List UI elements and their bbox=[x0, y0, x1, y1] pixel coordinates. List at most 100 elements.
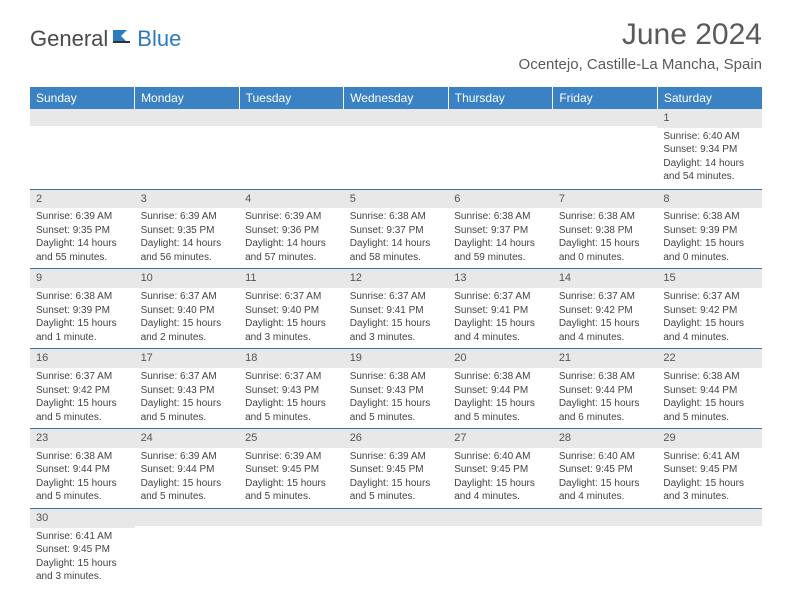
day-body: Sunrise: 6:38 AMSunset: 9:39 PMDaylight:… bbox=[30, 288, 135, 348]
sunset-text: Sunset: 9:42 PM bbox=[36, 384, 129, 398]
calendar-day-cell: 9Sunrise: 6:38 AMSunset: 9:39 PMDaylight… bbox=[30, 269, 135, 349]
day-body: Sunrise: 6:39 AMSunset: 9:45 PMDaylight:… bbox=[344, 448, 449, 508]
day-number: 19 bbox=[344, 349, 449, 368]
logo-text-general: General bbox=[30, 26, 108, 52]
daylight-text: Daylight: 14 hours and 58 minutes. bbox=[350, 237, 443, 264]
sunrise-text: Sunrise: 6:37 AM bbox=[245, 370, 338, 384]
sunset-text: Sunset: 9:41 PM bbox=[454, 304, 547, 318]
day-number bbox=[657, 509, 762, 526]
logo-text-blue: Blue bbox=[137, 26, 181, 52]
day-number: 23 bbox=[30, 429, 135, 448]
daylight-text: Daylight: 15 hours and 3 minutes. bbox=[350, 317, 443, 344]
day-number: 11 bbox=[239, 269, 344, 288]
calendar-day-cell: 13Sunrise: 6:37 AMSunset: 9:41 PMDayligh… bbox=[448, 269, 553, 349]
calendar-day-cell: 30Sunrise: 6:41 AMSunset: 9:45 PMDayligh… bbox=[30, 508, 135, 587]
daylight-text: Daylight: 15 hours and 4 minutes. bbox=[559, 317, 652, 344]
flag-icon bbox=[113, 28, 135, 49]
weekday-header: Tuesday bbox=[239, 87, 344, 109]
day-body: Sunrise: 6:39 AMSunset: 9:36 PMDaylight:… bbox=[239, 208, 344, 268]
calendar-day-cell: 5Sunrise: 6:38 AMSunset: 9:37 PMDaylight… bbox=[344, 189, 449, 269]
day-body: Sunrise: 6:38 AMSunset: 9:43 PMDaylight:… bbox=[344, 368, 449, 428]
calendar-day-cell: 21Sunrise: 6:38 AMSunset: 9:44 PMDayligh… bbox=[553, 349, 658, 429]
daylight-text: Daylight: 15 hours and 4 minutes. bbox=[559, 477, 652, 504]
calendar-day-cell: 24Sunrise: 6:39 AMSunset: 9:44 PMDayligh… bbox=[135, 429, 240, 509]
day-number: 4 bbox=[239, 190, 344, 209]
day-body: Sunrise: 6:38 AMSunset: 9:44 PMDaylight:… bbox=[657, 368, 762, 428]
sunset-text: Sunset: 9:45 PM bbox=[245, 463, 338, 477]
calendar-day-cell: 29Sunrise: 6:41 AMSunset: 9:45 PMDayligh… bbox=[657, 429, 762, 509]
sunrise-text: Sunrise: 6:37 AM bbox=[663, 290, 756, 304]
sunrise-text: Sunrise: 6:39 AM bbox=[245, 450, 338, 464]
sunset-text: Sunset: 9:40 PM bbox=[245, 304, 338, 318]
day-number bbox=[239, 109, 344, 126]
calendar-day-cell bbox=[553, 109, 658, 189]
calendar-day-cell bbox=[553, 508, 658, 587]
sunset-text: Sunset: 9:39 PM bbox=[36, 304, 129, 318]
sunset-text: Sunset: 9:39 PM bbox=[663, 224, 756, 238]
daylight-text: Daylight: 15 hours and 4 minutes. bbox=[663, 317, 756, 344]
calendar-day-cell: 20Sunrise: 6:38 AMSunset: 9:44 PMDayligh… bbox=[448, 349, 553, 429]
daylight-text: Daylight: 15 hours and 5 minutes. bbox=[36, 397, 129, 424]
sunset-text: Sunset: 9:45 PM bbox=[663, 463, 756, 477]
day-number bbox=[135, 509, 240, 526]
day-number bbox=[344, 109, 449, 126]
sunset-text: Sunset: 9:42 PM bbox=[663, 304, 756, 318]
calendar-day-cell: 11 Sunrise: 6:37 AMSunset: 9:40 PMDayligh… bbox=[239, 269, 344, 349]
day-body: Sunrise: 6:37 AMSunset: 9:42 PMDaylight:… bbox=[657, 288, 762, 348]
day-number: 20 bbox=[448, 349, 553, 368]
day-body: Sunrise: 6:40 AMSunset: 9:45 PMDaylight:… bbox=[448, 448, 553, 508]
day-body: Sunrise: 6:41 AMSunset: 9:45 PMDaylight:… bbox=[30, 528, 135, 588]
daylight-text: Daylight: 15 hours and 3 minutes. bbox=[245, 317, 338, 344]
day-body: Sunrise: 6:37 AMSunset: 9:43 PMDaylight:… bbox=[135, 368, 240, 428]
calendar-day-cell: 25Sunrise: 6:39 AMSunset: 9:45 PMDayligh… bbox=[239, 429, 344, 509]
day-number: 26 bbox=[344, 429, 449, 448]
sunrise-text: Sunrise: 6:37 AM bbox=[141, 290, 234, 304]
daylight-text: Daylight: 15 hours and 5 minutes. bbox=[663, 397, 756, 424]
day-body: Sunrise: 6:39 AMSunset: 9:35 PMDaylight:… bbox=[135, 208, 240, 268]
sunset-text: Sunset: 9:44 PM bbox=[141, 463, 234, 477]
daylight-text: Daylight: 15 hours and 3 minutes. bbox=[663, 477, 756, 504]
sunrise-text: Sunrise: 6:38 AM bbox=[36, 450, 129, 464]
calendar-day-cell: 10Sunrise: 6:37 AMSunset: 9:40 PMDayligh… bbox=[135, 269, 240, 349]
weekday-header: Wednesday bbox=[344, 87, 449, 109]
daylight-text: Daylight: 15 hours and 4 minutes. bbox=[454, 477, 547, 504]
day-number: 6 bbox=[448, 190, 553, 209]
sunset-text: Sunset: 9:34 PM bbox=[663, 143, 756, 157]
sunset-text: Sunset: 9:43 PM bbox=[245, 384, 338, 398]
sunrise-text: Sunrise: 6:37 AM bbox=[454, 290, 547, 304]
calendar-day-cell: 23Sunrise: 6:38 AMSunset: 9:44 PMDayligh… bbox=[30, 429, 135, 509]
sunrise-text: Sunrise: 6:40 AM bbox=[454, 450, 547, 464]
sunrise-text: Sunrise: 6:38 AM bbox=[350, 210, 443, 224]
sunset-text: Sunset: 9:37 PM bbox=[454, 224, 547, 238]
day-body: Sunrise: 6:37 AMSunset: 9:41 PMDaylight:… bbox=[448, 288, 553, 348]
calendar-day-cell: 7Sunrise: 6:38 AMSunset: 9:38 PMDaylight… bbox=[553, 189, 658, 269]
day-number: 21 bbox=[553, 349, 658, 368]
sunset-text: Sunset: 9:41 PM bbox=[350, 304, 443, 318]
day-number bbox=[553, 509, 658, 526]
calendar-day-cell: 15Sunrise: 6:37 AMSunset: 9:42 PMDayligh… bbox=[657, 269, 762, 349]
sunset-text: Sunset: 9:40 PM bbox=[141, 304, 234, 318]
sunrise-text: Sunrise: 6:38 AM bbox=[454, 370, 547, 384]
sunrise-text: Sunrise: 6:37 AM bbox=[36, 370, 129, 384]
day-number: 22 bbox=[657, 349, 762, 368]
sunset-text: Sunset: 9:45 PM bbox=[36, 543, 129, 557]
sunrise-text: Sunrise: 6:41 AM bbox=[663, 450, 756, 464]
sunrise-text: Sunrise: 6:37 AM bbox=[245, 290, 338, 304]
day-number bbox=[448, 109, 553, 126]
day-number: 13 bbox=[448, 269, 553, 288]
sunrise-text: Sunrise: 6:41 AM bbox=[36, 530, 129, 544]
day-number: 12 bbox=[344, 269, 449, 288]
calendar-day-cell bbox=[135, 508, 240, 587]
calendar-day-cell bbox=[239, 508, 344, 587]
calendar-day-cell: 26Sunrise: 6:39 AMSunset: 9:45 PMDayligh… bbox=[344, 429, 449, 509]
day-number: 16 bbox=[30, 349, 135, 368]
calendar-day-cell: 28Sunrise: 6:40 AMSunset: 9:45 PMDayligh… bbox=[553, 429, 658, 509]
daylight-text: Daylight: 15 hours and 4 minutes. bbox=[454, 317, 547, 344]
sunrise-text: Sunrise: 6:40 AM bbox=[663, 130, 756, 144]
sunrise-text: Sunrise: 6:38 AM bbox=[559, 370, 652, 384]
day-body: Sunrise: 6:40 AMSunset: 9:34 PMDaylight:… bbox=[657, 128, 762, 188]
title-block: June 2024 Ocentejo, Castille-La Mancha, … bbox=[519, 18, 762, 73]
day-body: Sunrise: 6:39 AMSunset: 9:44 PMDaylight:… bbox=[135, 448, 240, 508]
sunset-text: Sunset: 9:35 PM bbox=[141, 224, 234, 238]
sunrise-text: Sunrise: 6:39 AM bbox=[141, 450, 234, 464]
